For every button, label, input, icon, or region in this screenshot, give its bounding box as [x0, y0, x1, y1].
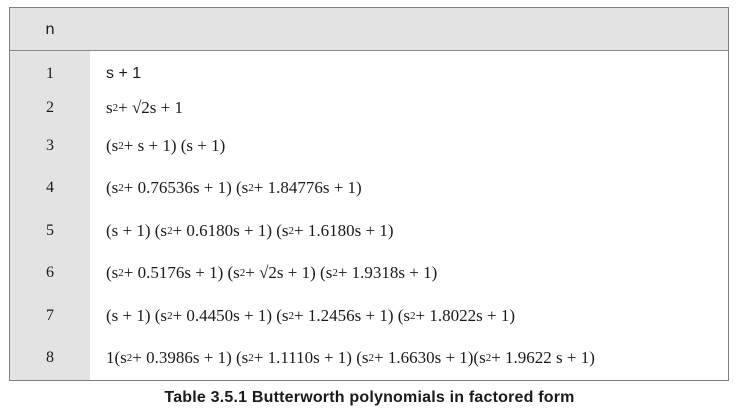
table-row: 7 (s + 1) (s 2 + 0.4450s + 1) (s 2 + 1.245… — [10, 296, 728, 336]
table-row: 3 (s 2 + s + 1) (s + 1) — [10, 126, 728, 166]
polynomial-cell: (s 2 + s + 1) (s + 1) — [106, 136, 226, 155]
order-cell: 8 — [46, 349, 54, 366]
polynomial-cell: (s + 1) (s 2 + 0.4450s + 1) (s 2 + 1.2456s… — [106, 306, 515, 325]
polynomial-cell: (s + 1) (s 2 + 0.6180s + 1) (s 2 + 1.6180s… — [106, 221, 394, 240]
order-cell: 7 — [46, 307, 54, 324]
polynomial-cell: 1(s 2 + 0.3986s + 1) (s 2 + 1.1110s + 1) (… — [106, 348, 595, 367]
table-row: 8 1(s 2 + 0.3986s + 1) (s 2 + 1.1110s + 1)… — [10, 338, 728, 378]
polynomial-cell: s + 1 — [106, 65, 142, 82]
order-cell: 3 — [46, 137, 54, 154]
order-cell: 6 — [46, 264, 54, 281]
table-row: 6 (s 2 + 0.5176s + 1) (s 2 + √2s + 1) (s 2 … — [10, 253, 728, 293]
table-caption: Table 3.5.1 Butterworth polynomials in f… — [164, 389, 575, 406]
order-cell: 2 — [46, 99, 54, 116]
table-row: 4 (s 2 + 0.76536s + 1) (s 2 + 1.84776s + 1… — [10, 168, 728, 208]
order-cell: 5 — [46, 222, 54, 239]
order-cell: 4 — [46, 179, 54, 196]
n-column-shading — [10, 8, 90, 380]
order-cell: 1 — [46, 65, 54, 82]
polynomial-cell: (s 2 + 0.5176s + 1) (s 2 + √2s + 1) (s 2 + … — [106, 263, 438, 282]
table-header-row — [10, 8, 728, 51]
table-row: 1 s + 1 — [10, 54, 728, 94]
table-row: 5 (s + 1) (s 2 + 0.6180s + 1) (s 2 + 1.618… — [10, 211, 728, 251]
header-n-label: n — [45, 20, 55, 38]
polynomial-cell: (s 2 + 0.76536s + 1) (s 2 + 1.84776s + 1) — [106, 178, 362, 197]
